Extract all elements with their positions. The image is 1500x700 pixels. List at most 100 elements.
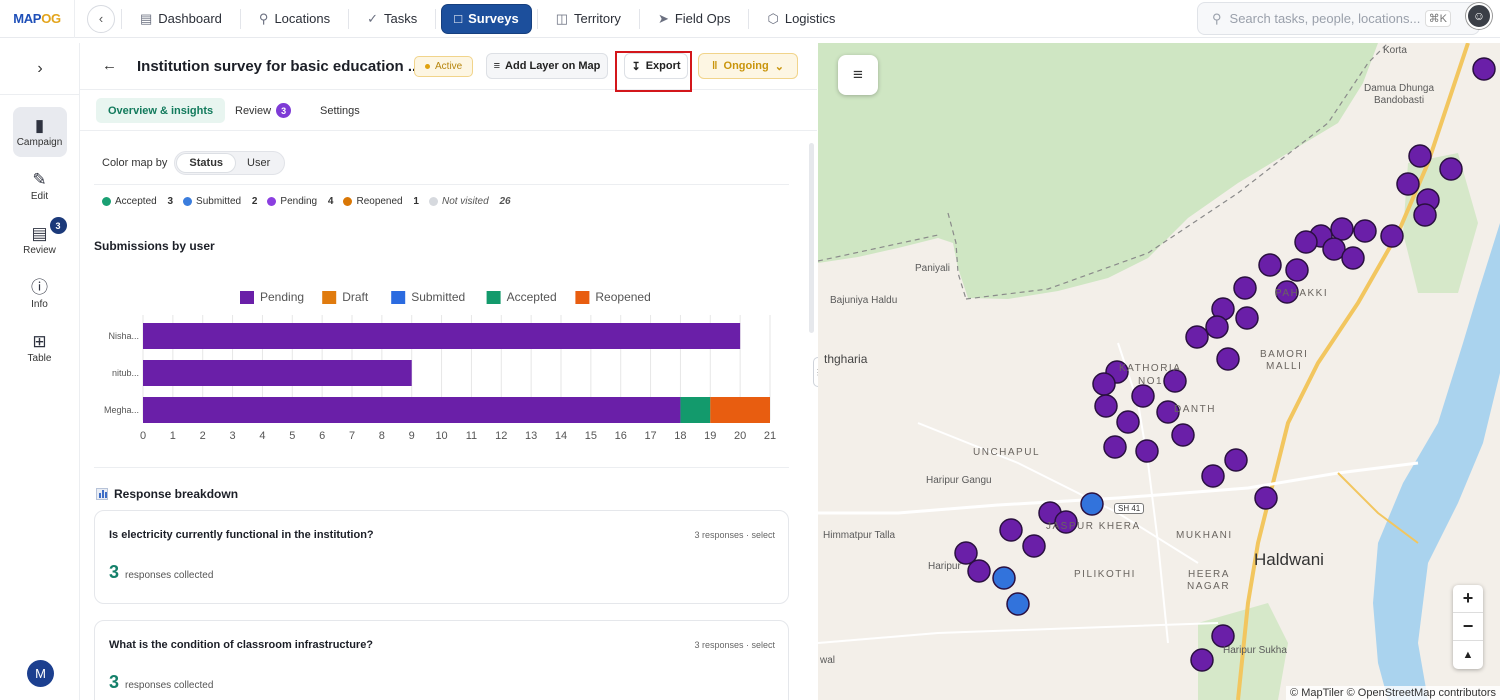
survey-point-marker[interactable]	[1131, 384, 1155, 408]
color-by-status-option[interactable]: Status	[177, 154, 236, 172]
x-tick-label: 5	[289, 430, 295, 442]
survey-panel: ← Institution survey for basic education…	[80, 43, 817, 700]
survey-point-marker[interactable]	[1116, 410, 1140, 434]
add-layer-button[interactable]: ≡ Add Layer on Map	[486, 53, 608, 79]
app-logo[interactable]: MAP OG	[0, 0, 75, 38]
tab-bar: Overview & insights Review 3 Settings	[80, 91, 817, 131]
map-label: MUKHANI	[1176, 530, 1233, 541]
rail-item-review[interactable]: ▤ Review 3	[13, 215, 67, 265]
question-card[interactable]: Is electricity currently functional in t…	[94, 510, 789, 604]
survey-point-marker[interactable]	[1380, 224, 1404, 248]
survey-map[interactable]: Korta Damua Dhunga Bandobasti Paniyali B…	[818, 43, 1500, 700]
phase-dropdown[interactable]: ‖ Ongoing ⌄	[698, 53, 798, 79]
survey-point-marker[interactable]	[1396, 172, 1420, 196]
survey-point-marker[interactable]	[1353, 219, 1377, 243]
survey-point-marker[interactable]	[1163, 369, 1187, 393]
global-search-input[interactable]: ⚲ Search tasks, people, locations... ⌘K	[1197, 2, 1480, 35]
survey-point-marker[interactable]	[954, 541, 978, 565]
nav-territory[interactable]: ◫ Territory	[555, 10, 621, 27]
survey-point-marker[interactable]	[1080, 492, 1104, 516]
survey-point-marker[interactable]	[1171, 423, 1195, 447]
survey-point-marker[interactable]	[1185, 325, 1209, 349]
question-card[interactable]: What is the condition of classroom infra…	[94, 620, 789, 700]
x-tick-label: 9	[409, 430, 415, 442]
survey-point-marker[interactable]	[1103, 435, 1127, 459]
edit-icon: ✎	[32, 169, 47, 189]
export-button[interactable]: ↧ Export	[624, 53, 688, 79]
survey-point-marker[interactable]	[1006, 592, 1030, 616]
nav-surveys[interactable]: □ Surveys	[442, 4, 531, 33]
map-layers-button[interactable]: ≡	[838, 55, 878, 95]
chevron-down-icon: ⌄	[774, 60, 784, 73]
survey-point-marker[interactable]	[1235, 306, 1259, 330]
nav-field-ops[interactable]: ➤ Field Ops	[657, 10, 731, 27]
submissions-title: Submissions by user	[94, 239, 215, 253]
color-by-user-option[interactable]: User	[247, 157, 271, 169]
nav-locations[interactable]: ⚲ Locations	[258, 10, 331, 27]
nav-dashboard[interactable]: ▤ Dashboard	[140, 10, 222, 27]
zoom-out-button[interactable]: −	[1453, 613, 1483, 641]
survey-point-marker[interactable]	[1408, 144, 1432, 168]
survey-point-marker[interactable]	[1254, 486, 1278, 510]
survey-point-marker[interactable]	[1211, 624, 1235, 648]
map-attribution[interactable]: © MapTiler © OpenStreetMap contributors	[1286, 686, 1500, 700]
survey-point-marker[interactable]	[1054, 510, 1078, 534]
divider	[94, 467, 789, 468]
survey-point-marker[interactable]	[1258, 253, 1282, 277]
survey-point-marker[interactable]	[1341, 246, 1365, 270]
survey-point-marker[interactable]	[1275, 280, 1299, 304]
survey-point-marker[interactable]	[1413, 203, 1437, 227]
rail-item-table[interactable]: ⊞ Table	[27, 331, 52, 364]
survey-point-marker[interactable]	[1205, 315, 1229, 339]
nav-back-button[interactable]: ‹	[87, 4, 115, 33]
survey-point-marker[interactable]	[967, 559, 991, 583]
survey-point-marker[interactable]	[1233, 276, 1257, 300]
rail-expand-button[interactable]: ›	[0, 43, 80, 95]
legend-label: Reopened	[595, 290, 650, 304]
legend-swatch	[322, 291, 337, 304]
map-canvas[interactable]	[818, 43, 1500, 700]
survey-point-marker[interactable]	[1439, 157, 1463, 181]
tab-settings[interactable]: Settings	[320, 104, 360, 117]
x-tick-label: 20	[734, 430, 746, 442]
x-tick-label: 6	[319, 430, 325, 442]
user-icon: ☺	[1472, 9, 1486, 23]
survey-point-marker[interactable]	[1190, 648, 1214, 672]
info-icon: ⓘ	[31, 277, 48, 297]
survey-point-marker[interactable]	[1092, 372, 1116, 396]
survey-point-marker[interactable]	[1472, 57, 1496, 81]
survey-point-marker[interactable]	[1201, 464, 1225, 488]
x-tick-label: 15	[585, 430, 597, 442]
compass-button[interactable]: ▲	[1462, 649, 1474, 661]
survey-point-marker[interactable]	[1216, 347, 1240, 371]
survey-point-marker[interactable]	[992, 566, 1016, 590]
survey-point-marker[interactable]	[1022, 534, 1046, 558]
zoom-in-button[interactable]: +	[1453, 585, 1483, 613]
survey-point-marker[interactable]	[1135, 439, 1159, 463]
rail-item-info[interactable]: ⓘ Info	[31, 277, 48, 310]
survey-point-marker[interactable]	[1094, 394, 1118, 418]
survey-point-marker[interactable]	[1330, 217, 1354, 241]
survey-point-marker[interactable]	[1294, 230, 1318, 254]
panel-scrollbar[interactable]	[809, 143, 814, 333]
question-text: What is the condition of classroom infra…	[109, 639, 374, 651]
review-tab-badge: 3	[276, 103, 292, 118]
survey-point-marker[interactable]	[1156, 400, 1180, 424]
survey-point-marker[interactable]	[999, 518, 1023, 542]
survey-point-marker[interactable]	[1322, 237, 1346, 261]
survey-point-marker[interactable]	[1224, 448, 1248, 472]
user-avatar[interactable]: M	[27, 660, 54, 687]
clipboard-icon: □	[454, 11, 463, 26]
rail-item-edit[interactable]: ✎ Edit	[30, 169, 49, 202]
tab-review[interactable]: Review 3	[223, 98, 303, 123]
rail-item-campaign[interactable]: ▮ Campaign	[12, 107, 67, 157]
nav-logistics[interactable]: ⬡ Logistics	[767, 10, 836, 27]
tab-overview[interactable]: Overview & insights	[96, 98, 226, 123]
status-legend: Accepted 3 Submitted 2 Pending 4 Reopene…	[102, 196, 517, 207]
back-arrow-icon[interactable]: ←	[102, 57, 117, 74]
map-label: Bandobasti	[1374, 95, 1425, 106]
user-menu-avatar[interactable]: ☺	[1466, 3, 1492, 29]
nav-tasks[interactable]: ✓ Tasks	[367, 10, 418, 27]
survey-point-marker[interactable]	[1285, 258, 1309, 282]
bar-segment	[710, 397, 770, 423]
